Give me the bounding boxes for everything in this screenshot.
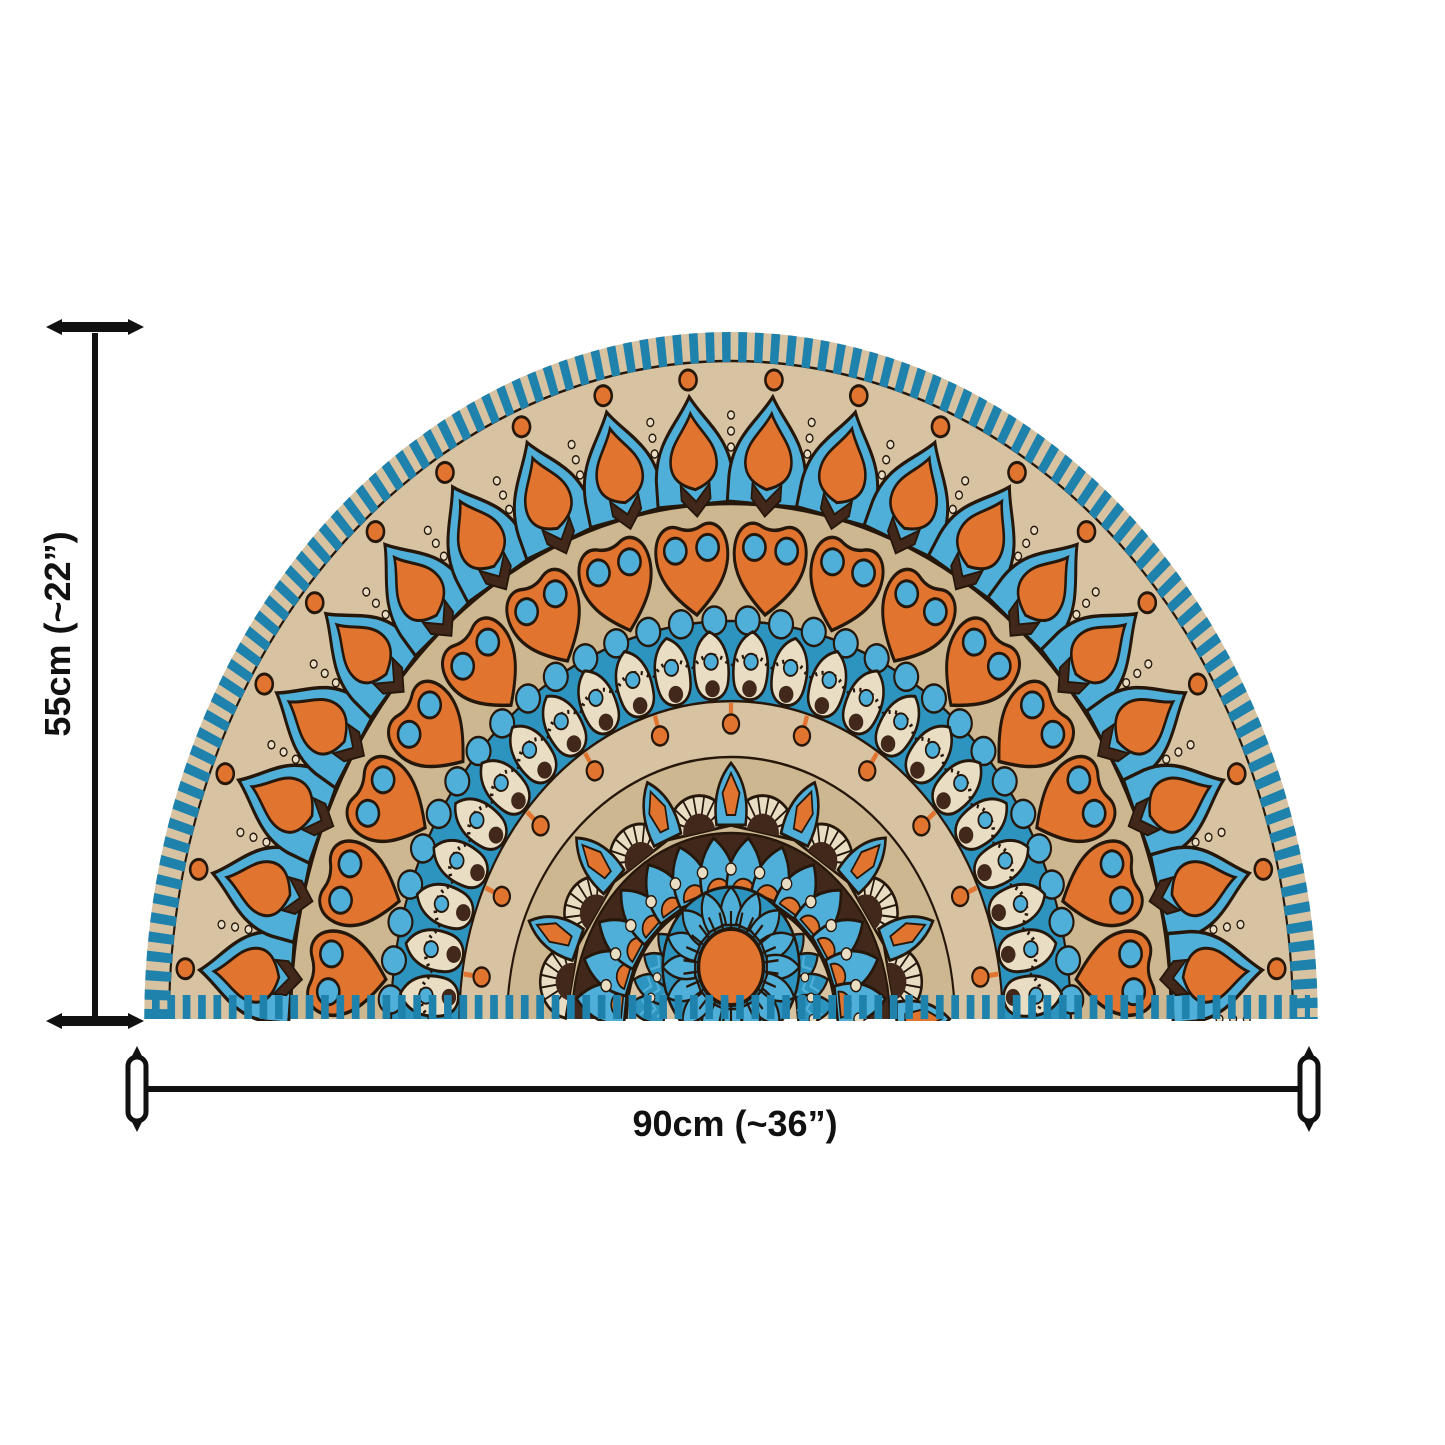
width-dimension-label: 90cm (~36”)	[632, 1103, 837, 1144]
width-dimension-left-cap	[125, 1054, 149, 1124]
height-dimension: 55cm (~22”)	[37, 319, 144, 1029]
height-dimension-top-cap	[46, 319, 144, 335]
doormat	[144, 332, 1318, 1021]
mandala-rings	[144, 332, 1318, 1021]
height-dimension-label: 55cm (~22”)	[37, 531, 78, 736]
width-dimension-right-cap	[1297, 1054, 1321, 1124]
height-dimension-bottom-cap	[46, 1013, 144, 1029]
width-dimension: 90cm (~36”)	[125, 1046, 1321, 1144]
